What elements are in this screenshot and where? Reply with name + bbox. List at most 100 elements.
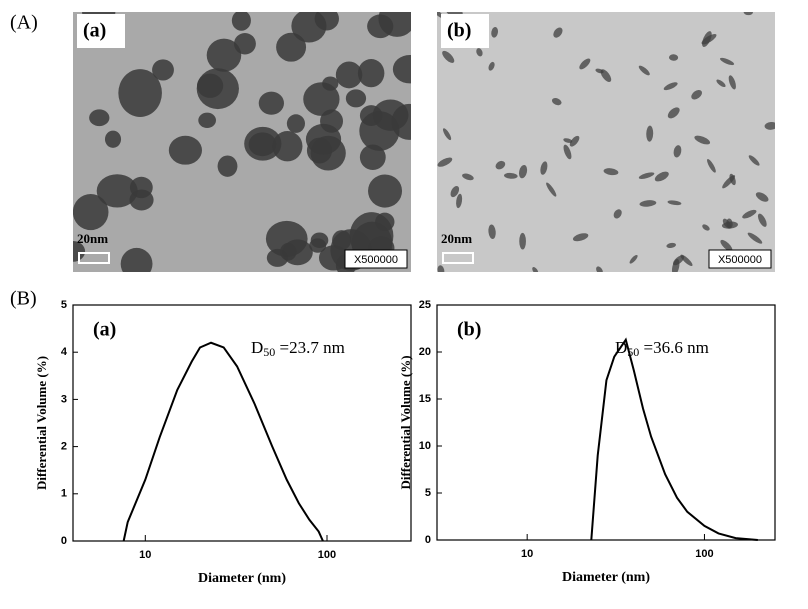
particle <box>357 59 385 88</box>
particle <box>663 82 678 91</box>
particle <box>646 125 654 142</box>
particle <box>244 126 282 161</box>
y-tick-label: 4 <box>61 346 68 358</box>
particle <box>503 172 518 179</box>
particle <box>456 193 463 209</box>
y-tick-label: 5 <box>425 487 431 499</box>
particle <box>748 155 760 166</box>
particle <box>217 155 238 177</box>
particle <box>694 135 711 145</box>
y-tick-label: 3 <box>61 393 67 405</box>
particle <box>437 157 453 167</box>
particle <box>491 26 499 38</box>
particle <box>666 242 677 248</box>
particle <box>442 128 452 141</box>
plot-frame <box>72 304 412 542</box>
particle <box>303 82 340 116</box>
particle <box>613 209 622 219</box>
y-tick-label: 2 <box>61 441 67 453</box>
particle <box>546 182 557 197</box>
particle <box>120 247 153 272</box>
particle <box>667 200 682 206</box>
particle <box>152 59 174 81</box>
particle <box>231 12 251 31</box>
magnification: X500000 <box>718 254 762 266</box>
particle <box>742 209 757 219</box>
scale-label: 20nm <box>441 231 472 246</box>
particle <box>638 65 650 76</box>
particle <box>551 98 562 106</box>
particle <box>495 160 506 170</box>
x-axis-label: Diameter (nm) <box>198 571 286 586</box>
particle <box>368 174 403 208</box>
particle <box>719 57 735 66</box>
particle <box>691 90 702 100</box>
particle <box>391 103 411 140</box>
x-tick-label: 100 <box>695 548 713 560</box>
panel-label: (a) <box>93 319 116 341</box>
particle <box>437 265 445 272</box>
plot-frame <box>436 304 776 541</box>
particle <box>168 135 203 165</box>
particle <box>519 232 526 250</box>
figure-label: (B) <box>10 288 37 310</box>
particle <box>747 232 763 244</box>
x-tick-label: 10 <box>139 549 151 561</box>
magnification: X500000 <box>354 254 398 266</box>
particle <box>722 175 736 189</box>
particle <box>462 173 474 181</box>
particle <box>569 135 580 147</box>
particle <box>265 220 308 257</box>
scale-bar <box>78 252 110 264</box>
y-tick-label: 25 <box>419 299 431 311</box>
particle <box>266 248 289 267</box>
particle <box>720 239 733 252</box>
image-background <box>437 12 775 272</box>
y-axis-label: Differential Volume (%) <box>398 355 413 489</box>
particle <box>488 61 495 71</box>
annotation-main: D <box>251 338 263 357</box>
image-content <box>437 12 775 272</box>
y-tick-label: 10 <box>419 440 431 452</box>
particle <box>335 61 363 89</box>
y-axis-label: Differential Volume (%) <box>34 356 49 490</box>
particle <box>309 238 327 253</box>
scale-bar <box>442 252 474 264</box>
particle <box>764 121 775 130</box>
scale-label: 20nm <box>77 231 108 246</box>
particle <box>757 213 767 227</box>
particle <box>234 33 256 55</box>
particle <box>286 114 305 133</box>
particle <box>596 266 603 272</box>
particle <box>104 130 122 148</box>
particle <box>638 172 655 180</box>
particle <box>743 12 753 16</box>
particle <box>378 12 411 37</box>
particle <box>667 107 680 119</box>
x-axis-label: Diameter (nm) <box>562 570 650 585</box>
particle <box>206 38 242 72</box>
particle <box>728 75 736 90</box>
particle <box>359 105 383 126</box>
particle <box>672 258 680 272</box>
particle <box>258 91 284 115</box>
particle <box>639 200 657 207</box>
x-tick-label: 10 <box>521 548 533 560</box>
particle <box>707 159 716 173</box>
particle <box>726 218 733 229</box>
particle <box>73 241 86 262</box>
particle <box>755 192 769 202</box>
particle <box>563 138 573 143</box>
image-label: (b) <box>447 20 471 42</box>
particle <box>532 266 539 272</box>
tem-image: (b) 20nm X500000 <box>437 12 775 272</box>
x-tick-label: 100 <box>318 549 336 561</box>
particle <box>89 109 110 127</box>
particle <box>198 112 217 128</box>
particle <box>442 50 455 63</box>
particle <box>96 174 138 208</box>
annotation-sub: 50 <box>263 345 275 359</box>
particle <box>359 144 386 171</box>
y-tick-label: 0 <box>61 535 67 547</box>
